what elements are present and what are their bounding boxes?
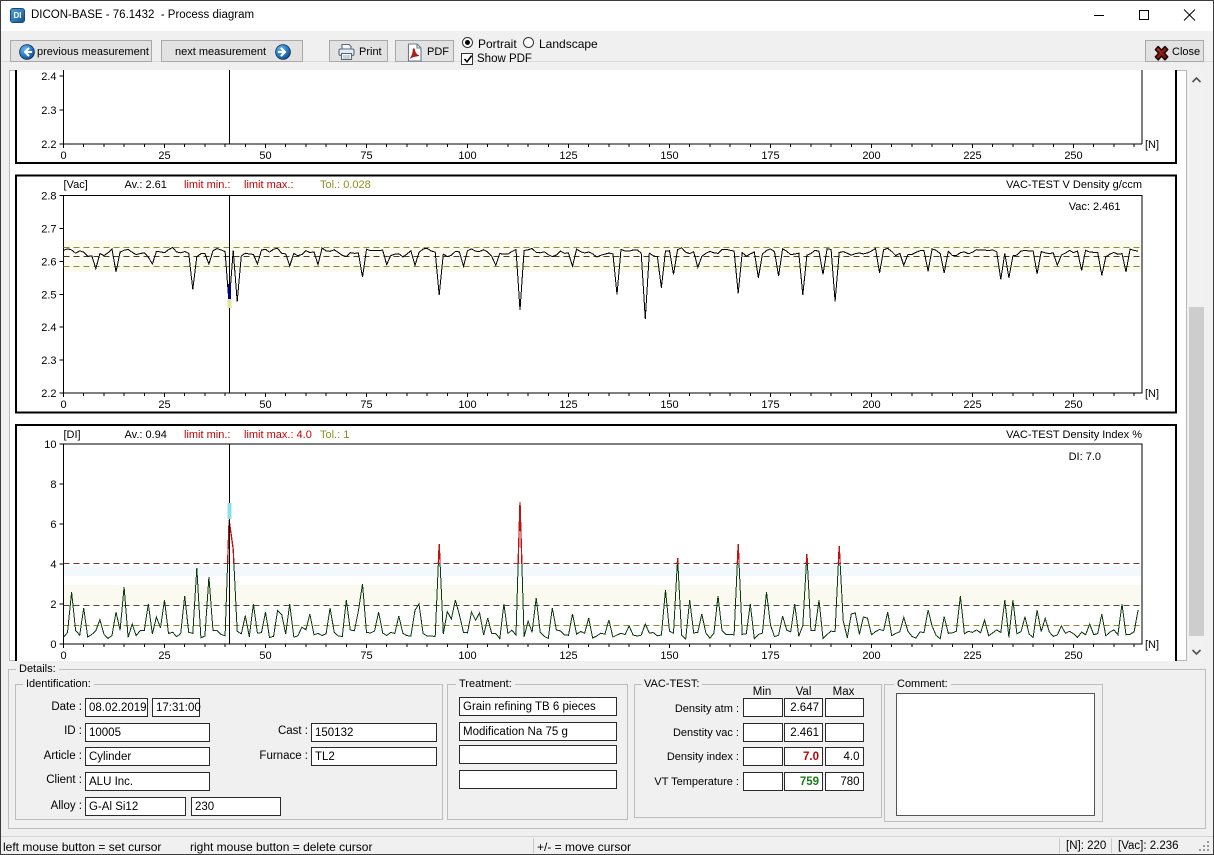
svg-text:Vac: 2.461: Vac: 2.461 [1069, 201, 1121, 213]
svg-text:175: 175 [761, 650, 779, 661]
svg-text:0: 0 [60, 650, 66, 661]
svg-text:175: 175 [761, 399, 779, 411]
svg-text:150: 150 [660, 399, 678, 411]
svg-text:25: 25 [158, 150, 170, 162]
svg-text:10: 10 [44, 439, 56, 451]
svg-text:125: 125 [559, 399, 577, 411]
svg-text:8: 8 [50, 479, 56, 491]
svg-text:2.7: 2.7 [41, 223, 56, 235]
svg-text:125: 125 [559, 650, 577, 661]
svg-text:75: 75 [360, 650, 372, 661]
svg-text:Av.: 0.94: Av.: 0.94 [125, 429, 167, 441]
svg-text:50: 50 [259, 150, 271, 162]
svg-text:25: 25 [158, 650, 170, 661]
svg-text:VAC-TEST Density Index %: VAC-TEST Density Index % [1006, 429, 1142, 441]
svg-text:175: 175 [761, 150, 779, 162]
svg-text:[N]: [N] [1145, 639, 1159, 651]
svg-text:0: 0 [60, 399, 66, 411]
svg-text:100: 100 [458, 650, 476, 661]
svg-text:[Vac]: [Vac] [64, 179, 88, 191]
svg-text:100: 100 [458, 150, 476, 162]
svg-text:2: 2 [50, 599, 56, 611]
svg-text:2.8: 2.8 [41, 191, 56, 203]
svg-text:2.2: 2.2 [41, 388, 56, 400]
svg-text:50: 50 [259, 399, 271, 411]
svg-text:2.4: 2.4 [41, 322, 56, 334]
svg-text:2.4: 2.4 [41, 71, 56, 83]
svg-text:limit max.: 4.0: limit max.: 4.0 [244, 429, 312, 441]
svg-text:6: 6 [50, 519, 56, 531]
svg-text:125: 125 [559, 150, 577, 162]
svg-text:225: 225 [963, 150, 981, 162]
svg-text:[N]: [N] [1145, 139, 1159, 151]
svg-text:250: 250 [1064, 399, 1082, 411]
svg-text:Tol.: 0.028: Tol.: 0.028 [320, 179, 371, 191]
svg-text:200: 200 [862, 150, 880, 162]
svg-text:[DI]: [DI] [64, 429, 81, 441]
svg-text:2.3: 2.3 [41, 105, 56, 117]
svg-text:50: 50 [259, 650, 271, 661]
svg-text:100: 100 [458, 399, 476, 411]
svg-text:250: 250 [1064, 650, 1082, 661]
svg-text:200: 200 [862, 399, 880, 411]
svg-text:25: 25 [158, 399, 170, 411]
svg-text:225: 225 [963, 399, 981, 411]
svg-text:limit min.:: limit min.: [184, 429, 230, 441]
svg-text:limit min.:: limit min.: [184, 179, 230, 191]
svg-text:4: 4 [50, 559, 56, 571]
svg-text:2.5: 2.5 [41, 289, 56, 301]
svg-text:2.2: 2.2 [41, 139, 56, 151]
svg-text:75: 75 [360, 150, 372, 162]
svg-text:250: 250 [1064, 150, 1082, 162]
svg-text:225: 225 [963, 650, 981, 661]
svg-text:200: 200 [862, 650, 880, 661]
svg-text:2.3: 2.3 [41, 355, 56, 367]
svg-text:VAC-TEST V Density g/ccm: VAC-TEST V Density g/ccm [1006, 179, 1142, 191]
svg-text:2.6: 2.6 [41, 256, 56, 268]
svg-text:0: 0 [60, 150, 66, 162]
svg-text:75: 75 [360, 399, 372, 411]
svg-text:0: 0 [50, 639, 56, 651]
svg-text:[N]: [N] [1145, 388, 1159, 400]
svg-text:DI: 7.0: DI: 7.0 [1069, 451, 1101, 463]
svg-text:Tol.: 1: Tol.: 1 [320, 429, 349, 441]
svg-text:Av.: 2.61: Av.: 2.61 [125, 179, 167, 191]
svg-text:150: 150 [660, 150, 678, 162]
svg-text:150: 150 [660, 650, 678, 661]
svg-text:limit max.:: limit max.: [244, 179, 294, 191]
